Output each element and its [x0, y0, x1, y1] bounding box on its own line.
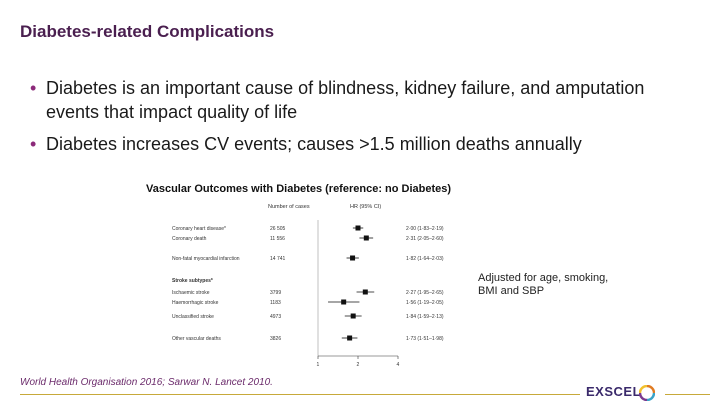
bullet-item: • Diabetes is an important cause of blind…	[30, 76, 670, 124]
brand-wordmark: EXSCEL	[586, 384, 642, 399]
row-label: Stroke subtypes*	[172, 278, 213, 284]
hr-marker	[362, 289, 368, 295]
bullet-list: • Diabetes is an important cause of blind…	[30, 76, 670, 164]
row-ci-text: 1·84 (1·59–2·13)	[406, 314, 444, 320]
bullet-dot: •	[30, 78, 37, 98]
footer-line-right	[665, 394, 710, 395]
slide-title: Diabetes-related Complications	[20, 22, 275, 41]
x-tick-label: 1	[317, 362, 320, 368]
row-cases: 11 556	[270, 236, 285, 242]
row-label: Non-fatal myocardial infarction	[172, 256, 240, 262]
hr-marker	[355, 225, 361, 231]
hr-header: HR (95% CI)	[350, 204, 381, 210]
row-label: Haemorrhagic stroke	[172, 300, 219, 306]
row-ci-text: 2·31 (2·05–2·60)	[406, 236, 444, 242]
row-label: Coronary heart disease*	[172, 226, 226, 232]
row-ci-text: 1·56 (1·19–2·05)	[406, 300, 444, 306]
row-cases: 3799	[270, 290, 281, 296]
footer-line-left	[20, 394, 580, 395]
hr-marker	[347, 335, 353, 341]
x-tick-label: 2	[357, 362, 360, 368]
row-cases: 3826	[270, 336, 281, 342]
forest-plot: Number of cases HR (95% CI) Coronary hea…	[172, 204, 444, 368]
row-ci-text: 2·00 (1·83–2·19)	[406, 226, 444, 232]
source-citation: World Health Organisation 2016; Sarwar N…	[20, 377, 273, 388]
bullet-item: • Diabetes increases CV events; causes >1…	[30, 132, 670, 156]
bullet-text: Diabetes increases CV events; causes >1.…	[46, 134, 582, 154]
hr-marker	[350, 255, 356, 261]
row-ci-text: 1·82 (1·64–2·03)	[406, 256, 444, 262]
hr-marker	[341, 299, 347, 305]
row-label: Other vascular deaths	[172, 336, 221, 342]
row-label: Unclassified stroke	[172, 314, 214, 320]
chart-title: Vascular Outcomes with Diabetes (referen…	[146, 183, 452, 195]
exscel-logo-icon	[639, 385, 655, 401]
hr-marker	[363, 235, 369, 241]
row-ci-text: 1·73 (1·51–1·98)	[406, 336, 444, 342]
row-cases: 26 505	[270, 226, 286, 232]
hr-marker	[350, 313, 356, 319]
bullet-text: Diabetes is an important cause of blindn…	[46, 78, 645, 122]
row-ci-text: 2·27 (1·95–2·65)	[406, 290, 444, 296]
cases-header: Number of cases	[268, 204, 310, 210]
row-cases: 14 741	[270, 256, 286, 262]
row-label: Coronary death	[172, 236, 207, 242]
row-cases: 4973	[270, 314, 281, 320]
adjustment-note: Adjusted for age, smoking, BMI and SBP	[478, 272, 609, 297]
x-tick-label: 4	[397, 362, 400, 368]
row-label: Ischaemic stroke	[172, 290, 210, 296]
row-cases: 1183	[270, 300, 281, 306]
bullet-dot: •	[30, 134, 37, 154]
